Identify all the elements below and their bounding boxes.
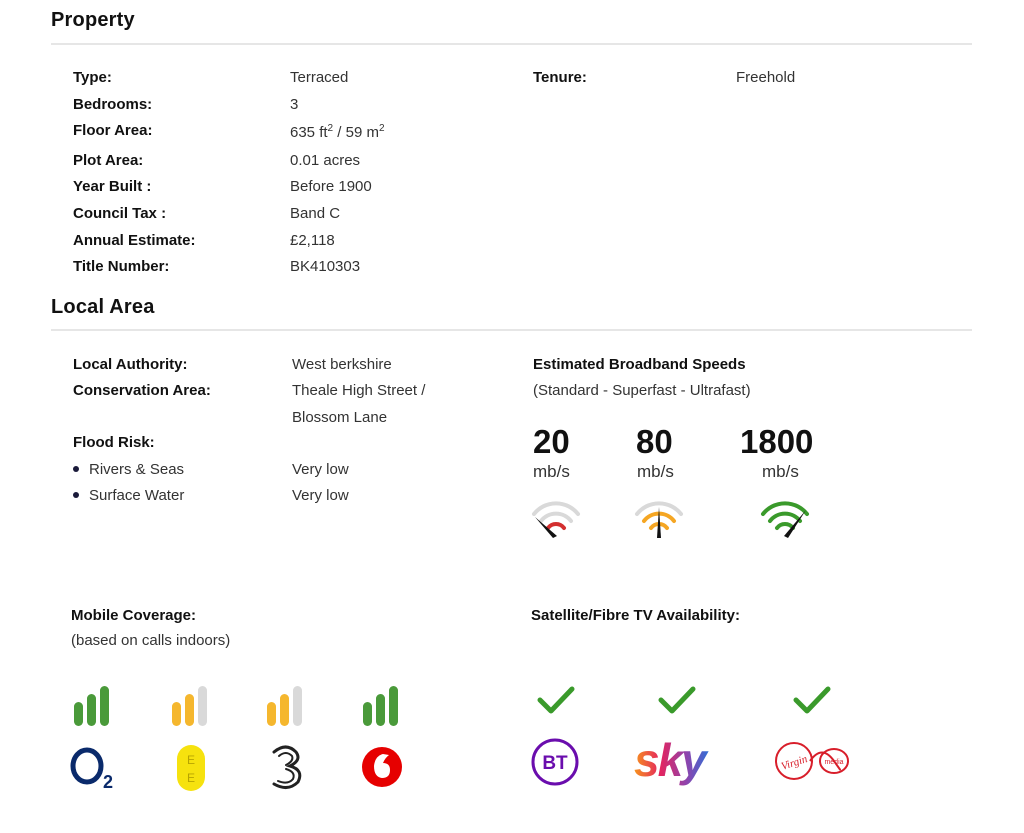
plot-area-value: 0.01 acres (290, 152, 361, 169)
floor-area-value: 635 ft2 / 59 m2 (290, 123, 385, 142)
svg-text:Virgin: Virgin (780, 753, 810, 773)
check-icon (658, 686, 696, 714)
bedrooms-value: 3 (290, 96, 299, 113)
local-area-section-title: Local Area (51, 296, 155, 318)
tv-availability-title: Satellite/Fibre TV Availability: (531, 607, 740, 624)
signal-bars-icon (74, 686, 109, 726)
svg-text:E: E (187, 753, 195, 767)
vodafone-logo-icon (362, 747, 402, 787)
svg-text:2: 2 (103, 772, 113, 792)
check-icon (537, 686, 575, 714)
broadband-superfast-unit: mb/s (637, 462, 674, 481)
mobile-coverage-title: Mobile Coverage: (71, 607, 197, 624)
conservation-area-label: Conservation Area: (73, 382, 211, 399)
three-logo-icon (272, 745, 302, 789)
year-built-value: Before 1900 (290, 178, 372, 195)
mobile-coverage-subtitle: (based on calls indoors) (71, 632, 231, 649)
check-icon (793, 686, 831, 714)
plot-area-label: Plot Area: (73, 152, 144, 169)
svg-text:media: media (824, 759, 843, 766)
bullet-icon (73, 492, 79, 499)
annual-estimate-value: £2,118 (290, 232, 335, 249)
speed-gauge-icon (635, 501, 683, 538)
year-built-label: Year Built : (73, 178, 152, 195)
speed-gauge-icon (532, 501, 580, 538)
broadband-superfast-speed: 80 (636, 423, 673, 460)
speed-gauge-icon (761, 501, 809, 538)
broadband-ultrafast-speed: 1800 (740, 423, 814, 460)
property-section-title: Property (51, 9, 135, 31)
tenure-label: Tenure: (533, 69, 587, 86)
broadband-ultrafast-unit: mb/s (762, 462, 799, 481)
signal-bars-icon (172, 686, 207, 726)
council-tax-label: Council Tax : (73, 205, 167, 222)
flood-risk-label: Flood Risk: (73, 434, 155, 451)
signal-bars-icon (363, 686, 398, 726)
svg-text:sky: sky (634, 734, 709, 786)
bullet-icon (73, 466, 79, 473)
bt-logo-icon: BT (531, 738, 579, 786)
property-divider (51, 43, 972, 45)
type-label: Type: (73, 69, 112, 86)
broadband-subtitle: (Standard - Superfast - Ultrafast) (533, 382, 751, 399)
title-number-label: Title Number: (73, 258, 170, 275)
ee-logo-icon: E E (177, 745, 205, 791)
title-number-value: BK410303 (290, 258, 361, 275)
sky-logo-icon: sky (634, 734, 711, 786)
broadband-title: Estimated Broadband Speeds (533, 356, 746, 373)
flood-risk-item-surface: Surface Water (73, 487, 184, 504)
o2-logo-icon: 2 (70, 747, 113, 792)
virgin-media-logo-icon: Virgin media (775, 742, 849, 780)
tenure-value: Freehold (736, 69, 796, 86)
flood-risk-surface-value: Very low (292, 487, 349, 504)
floor-area-label: Floor Area: (73, 122, 153, 139)
local-area-divider (51, 329, 972, 331)
conservation-area-value-line1: Theale High Street / (292, 382, 426, 399)
flood-risk-rivers-value: Very low (292, 461, 349, 478)
annual-estimate-label: Annual Estimate: (73, 232, 196, 249)
conservation-area-value-line2: Blossom Lane (292, 409, 388, 426)
svg-text:BT: BT (542, 753, 568, 774)
broadband-standard-unit: mb/s (533, 462, 570, 481)
council-tax-value: Band C (290, 205, 341, 222)
local-authority-value: West berkshire (292, 356, 392, 373)
svg-text:E: E (187, 771, 195, 785)
type-value: Terraced (290, 69, 349, 86)
local-authority-label: Local Authority: (73, 356, 188, 373)
flood-risk-item-rivers: Rivers & Seas (73, 461, 184, 478)
signal-bars-icon (267, 686, 302, 726)
broadband-standard-speed: 20 (533, 423, 570, 460)
bedrooms-label: Bedrooms: (73, 96, 153, 113)
